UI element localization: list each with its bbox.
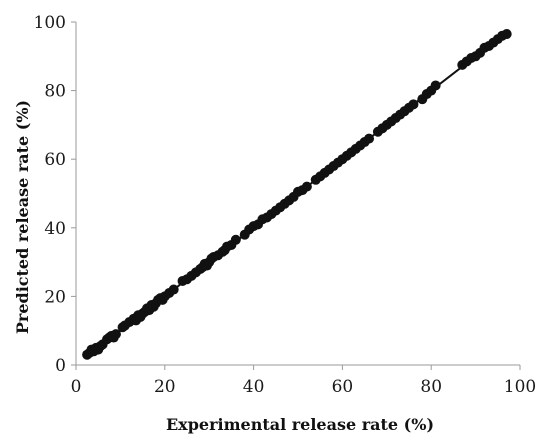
x-axis-ticks: 0 20 40 60 80 100: [71, 365, 536, 397]
y-tick-label: 60: [44, 150, 66, 170]
y-axis-ticks: 0 20 40 60 80 100: [34, 13, 76, 376]
y-tick-label: 20: [44, 287, 66, 307]
x-tick-label: 100: [504, 377, 536, 397]
y-tick-label: 0: [55, 356, 66, 376]
y-tick-label: 100: [34, 13, 66, 33]
x-tick-label: 60: [332, 377, 354, 397]
data-point: [501, 29, 512, 40]
y-axis-title: Predicted release rate (%): [13, 100, 32, 334]
data-point: [364, 133, 375, 144]
data-point: [301, 181, 312, 192]
y-tick-label: 80: [44, 82, 66, 102]
x-tick-label: 20: [154, 377, 176, 397]
data-point: [430, 80, 441, 91]
x-axis-title: Experimental release rate (%): [166, 415, 434, 434]
x-tick-label: 80: [420, 377, 442, 397]
y-tick-label: 40: [44, 219, 66, 239]
data-points: [82, 29, 512, 360]
x-tick-label: 0: [71, 377, 82, 397]
data-point: [230, 234, 241, 245]
data-point: [408, 99, 419, 110]
data-point: [168, 284, 179, 295]
plot-area: 0 20 40 60 80 100 0 20 40 60 80 100: [34, 13, 537, 397]
data-point: [110, 329, 121, 340]
x-tick-label: 40: [243, 377, 265, 397]
